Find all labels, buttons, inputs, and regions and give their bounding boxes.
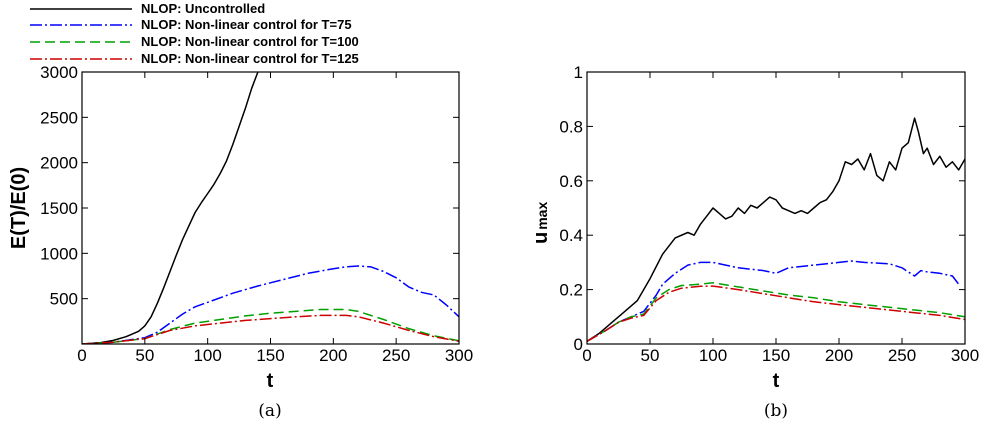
y-axis-label-main: u (530, 232, 552, 244)
x-tick-label: 200 (319, 346, 347, 365)
legend-label: NLOP: Non-linear control for T=100 (141, 34, 359, 49)
series-line-1 (82, 265, 459, 344)
x-tick-label: 250 (888, 346, 916, 365)
caption-a: (a) (258, 401, 281, 421)
caption-b: (b) (764, 401, 788, 421)
plot-frame (81, 71, 460, 345)
x-tick-label: 200 (825, 346, 853, 365)
y-tick-label: 0.4 (559, 226, 583, 245)
legend-label: NLOP: Uncontrolled (141, 1, 265, 16)
y-tick-label: 0.8 (559, 117, 583, 136)
series-line-3 (587, 285, 965, 342)
plot-b: 0 50 100 150 200 250 300 0 0.2 0.4 0.6 0.8 1 t u max… (530, 63, 979, 421)
series-line-0 (82, 72, 259, 344)
x-tick-label: 250 (382, 346, 410, 365)
series-line-2 (587, 282, 965, 342)
y-tick-label: 2500 (40, 108, 78, 127)
y-tick-label: 0.6 (559, 172, 583, 191)
x-tick-label: 50 (135, 346, 154, 365)
y-axis-label: u max (530, 202, 552, 244)
y-tick-label: 1 (574, 63, 583, 82)
series-layer (587, 117, 965, 342)
series-line-0 (587, 117, 965, 342)
x-tick-label: 300 (951, 346, 979, 365)
legend-item-t75: NLOP: Non-linear control for T=75 (30, 17, 352, 32)
y-tick-label: 500 (50, 290, 78, 309)
series-line-3 (82, 314, 459, 344)
legend-item-t125: NLOP: Non-linear control for T=125 (30, 51, 359, 66)
legend-item-uncontrolled: NLOP: Uncontrolled (30, 1, 265, 16)
legend: NLOP: Uncontrolled NLOP: Non-linear cont… (30, 1, 359, 66)
x-tick-label: 0 (582, 346, 591, 365)
y-tick-label: 0 (574, 335, 583, 354)
series-line-1 (587, 260, 960, 342)
x-axis-label: t (773, 370, 780, 392)
x-tick-label: 50 (641, 346, 660, 365)
y-axis: 0 0.2 0.4 0.6 0.8 1 (559, 63, 965, 354)
legend-item-t100: NLOP: Non-linear control for T=100 (30, 34, 359, 49)
series-layer (82, 72, 459, 344)
x-axis: 0 50 100 150 200 250 300 (77, 72, 473, 365)
x-tick-label: 300 (445, 346, 473, 365)
y-axis-label-subscript: max (534, 202, 550, 230)
x-tick-label: 0 (77, 346, 86, 365)
legend-label: NLOP: Non-linear control for T=75 (141, 17, 352, 32)
x-tick-label: 150 (762, 346, 790, 365)
y-tick-label: 0.2 (559, 281, 583, 300)
y-tick-label: 1500 (40, 199, 78, 218)
y-tick-label: 1000 (40, 244, 78, 263)
x-axis: 0 50 100 150 200 250 300 (582, 72, 979, 365)
y-tick-label: 3000 (40, 63, 78, 82)
legend-label: NLOP: Non-linear control for T=125 (141, 51, 359, 66)
x-axis-label: t (267, 370, 274, 392)
y-axis-label: E(T)/E(0) (8, 167, 30, 249)
y-tick-label: 2000 (40, 154, 78, 173)
x-tick-label: 100 (699, 346, 727, 365)
plot-frame (586, 71, 966, 345)
x-tick-label: 100 (193, 346, 221, 365)
y-axis: 500 1000 1500 2000 2500 3000 (40, 63, 459, 309)
plot-a: 0 50 100 150 200 250 300 500 1000 1500 2000 2500 30… (8, 63, 473, 421)
x-tick-label: 150 (256, 346, 284, 365)
